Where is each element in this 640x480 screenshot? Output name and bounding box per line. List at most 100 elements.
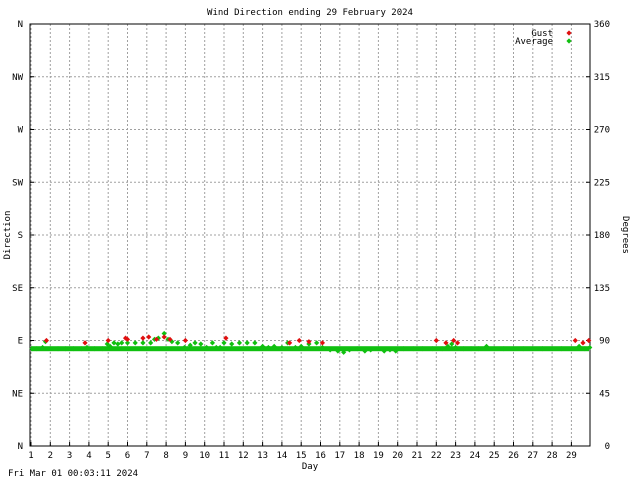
average-point: [99, 346, 106, 352]
average-point: [47, 346, 53, 352]
y-tick-label-right: 270: [594, 126, 610, 136]
x-tick-label: 27: [527, 451, 538, 461]
x-tick-label: 25: [489, 451, 500, 461]
average-point: [530, 346, 536, 352]
average-point: [582, 346, 588, 352]
y-axis-right-label: Degrees: [620, 216, 630, 254]
average-point: [559, 346, 565, 352]
average-point: [520, 346, 526, 352]
x-tick-label: 23: [450, 451, 461, 461]
x-tick-label: 29: [566, 451, 577, 461]
gust-point: [140, 335, 146, 341]
y-axis-left-label: Direction: [3, 211, 13, 260]
average-point: [381, 348, 387, 354]
average-point: [354, 346, 360, 352]
y-tick-label-right: 135: [594, 284, 610, 294]
x-tick-label: 15: [296, 451, 307, 461]
x-tick-label: 5: [105, 451, 110, 461]
average-point: [204, 344, 210, 351]
y-tick-label-left: E: [18, 337, 23, 347]
y-tick-label-right: 360: [594, 20, 610, 30]
average-point: [244, 340, 250, 346]
gust-point: [43, 337, 50, 344]
average-band-fill: [31, 346, 589, 352]
average-point: [236, 340, 243, 346]
x-tick-label: 28: [547, 451, 558, 461]
average-point: [229, 341, 235, 347]
y-tick-label-left: N: [18, 442, 23, 452]
gust-point: [296, 337, 302, 344]
average-point: [393, 348, 399, 354]
x-axis: 1 2 3 4 5 6 7 8 9 10 11 12 13 14 15 16 17 18 19 20 21 22 23 24 2…: [28, 442, 577, 461]
x-tick-label: 1: [28, 451, 33, 461]
x-tick-label: 14: [276, 451, 287, 461]
x-axis-label: Day: [302, 462, 319, 472]
average-point: [510, 346, 517, 352]
gust-point: [451, 337, 457, 344]
average-point: [453, 344, 459, 351]
y-tick-label-left: W: [18, 126, 24, 136]
y-tick-label-left: NE: [12, 389, 23, 399]
average-point: [265, 344, 271, 351]
average-point: [335, 348, 341, 354]
average-point: [198, 341, 204, 347]
gust-point: [122, 335, 129, 341]
x-tick-label: 8: [163, 451, 168, 461]
gust-point: [146, 334, 152, 340]
average-point: [132, 340, 138, 346]
y-tick-label-left: NW: [12, 73, 23, 83]
average-point: [420, 346, 426, 352]
average-point: [119, 340, 125, 346]
gust-point: [124, 336, 131, 342]
y-tick-label-right: 0: [605, 442, 610, 452]
average-point: [327, 347, 333, 353]
x-tick-label: 26: [508, 451, 519, 461]
average-point: [576, 343, 582, 349]
average-point: [271, 343, 277, 349]
x-tick-label: 7: [144, 451, 149, 461]
average-point: [187, 342, 193, 348]
gust-point: [586, 337, 592, 344]
legend-label-average: Average: [515, 37, 553, 47]
gust-point: [287, 340, 293, 346]
y-tick-label-left: S: [18, 231, 23, 241]
average-point: [279, 344, 285, 351]
average-point: [375, 346, 381, 352]
x-tick-label: 10: [199, 451, 210, 461]
y-axis-right: 360 315 270 225 180 135 90 45 0: [586, 20, 610, 452]
gust-point: [223, 335, 229, 341]
average-point: [111, 340, 117, 346]
average-point: [476, 346, 482, 352]
y-tick-label-right: 315: [594, 73, 610, 83]
gust-point: [153, 336, 160, 342]
y-tick-label-left: SE: [12, 284, 23, 294]
average-point: [221, 340, 227, 346]
average-point: [439, 346, 445, 352]
average-point: [319, 344, 326, 351]
x-tick-label: 20: [392, 451, 403, 461]
x-tick-label: 18: [354, 451, 365, 461]
average-point: [39, 344, 46, 351]
average-point: [140, 340, 146, 346]
average-point: [491, 346, 497, 352]
average-point: [175, 340, 181, 346]
average-point: [298, 343, 304, 349]
average-point: [209, 340, 216, 346]
average-point: [29, 346, 35, 352]
x-tick-label: 11: [219, 451, 230, 461]
average-point: [161, 330, 167, 337]
average-point: [501, 346, 507, 352]
x-tick-label: 13: [257, 451, 268, 461]
average-point: [107, 343, 113, 349]
y-tick-label-left: SW: [12, 178, 23, 188]
y-tick-label-right: 225: [594, 178, 610, 188]
average-point: [292, 344, 299, 351]
average-point: [445, 343, 451, 349]
x-tick-label: 12: [238, 451, 249, 461]
average-point: [387, 347, 393, 353]
average-point: [314, 340, 320, 346]
data-points: [29, 330, 593, 355]
x-tick-label: 22: [431, 451, 442, 461]
average-point: [192, 340, 198, 346]
